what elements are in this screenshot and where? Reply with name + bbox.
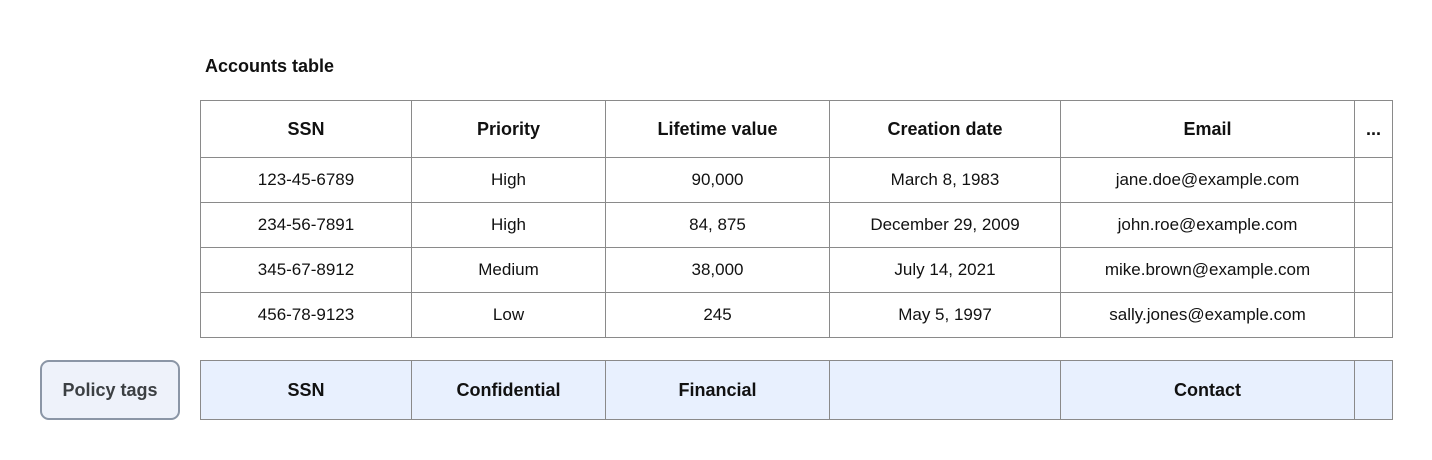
table-row: 345-67-8912 Medium 38,000 July 14, 2021 …: [200, 247, 1393, 293]
column-header-lifetime-value: Lifetime value: [605, 100, 830, 158]
cell-creation-date: July 14, 2021: [829, 247, 1061, 293]
cell-ssn: 234-56-7891: [200, 202, 412, 248]
table-row: 234-56-7891 High 84, 875 December 29, 20…: [200, 202, 1393, 248]
cell-ssn: 123-45-6789: [200, 157, 412, 203]
cell-lifetime-value: 90,000: [605, 157, 830, 203]
policy-tags-cells: SSN Confidential Financial Contact: [200, 360, 1393, 420]
policy-tag-empty: [1354, 360, 1393, 420]
policy-tag-empty: [829, 360, 1061, 420]
column-header-email: Email: [1060, 100, 1355, 158]
cell-priority: Medium: [411, 247, 606, 293]
cell-lifetime-value: 245: [605, 292, 830, 338]
column-header-creation-date: Creation date: [829, 100, 1061, 158]
column-header-more: ...: [1354, 100, 1393, 158]
accounts-table-header-row: SSN Priority Lifetime value Creation dat…: [200, 100, 1393, 158]
cell-email: sally.jones@example.com: [1060, 292, 1355, 338]
policy-tag-contact: Contact: [1060, 360, 1355, 420]
table-row: 456-78-9123 Low 245 May 5, 1997 sally.jo…: [200, 292, 1393, 338]
accounts-table-title: Accounts table: [205, 56, 335, 76]
policy-tag-financial: Financial: [605, 360, 830, 420]
policy-tag-confidential: Confidential: [411, 360, 606, 420]
policy-tags-row: SSN Confidential Financial Contact: [200, 360, 1393, 420]
cell-priority: High: [411, 202, 606, 248]
cell-lifetime-value: 84, 875: [605, 202, 830, 248]
column-header-priority: Priority: [411, 100, 606, 158]
cell-more: [1354, 157, 1393, 203]
cell-ssn: 345-67-8912: [200, 247, 412, 293]
cell-creation-date: March 8, 1983: [829, 157, 1061, 203]
cell-more: [1354, 202, 1393, 248]
cell-priority: Low: [411, 292, 606, 338]
cell-email: jane.doe@example.com: [1060, 157, 1355, 203]
cell-ssn: 456-78-9123: [200, 292, 412, 338]
column-header-ssn: SSN: [200, 100, 412, 158]
cell-more: [1354, 247, 1393, 293]
cell-priority: High: [411, 157, 606, 203]
cell-creation-date: May 5, 1997: [829, 292, 1061, 338]
cell-creation-date: December 29, 2009: [829, 202, 1061, 248]
accounts-table: SSN Priority Lifetime value Creation dat…: [200, 100, 1393, 338]
policy-tags-label: Policy tags: [40, 360, 180, 420]
table-row: 123-45-6789 High 90,000 March 8, 1983 ja…: [200, 157, 1393, 203]
cell-lifetime-value: 38,000: [605, 247, 830, 293]
cell-email: john.roe@example.com: [1060, 202, 1355, 248]
cell-more: [1354, 292, 1393, 338]
cell-email: mike.brown@example.com: [1060, 247, 1355, 293]
policy-tag-ssn: SSN: [200, 360, 412, 420]
